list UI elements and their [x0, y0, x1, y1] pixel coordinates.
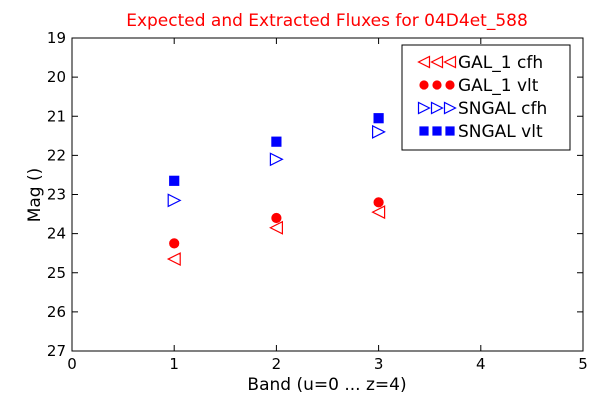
legend-label: GAL_1 cfh [458, 53, 543, 73]
data-point [169, 238, 180, 249]
data-point [269, 220, 283, 235]
data-point [373, 197, 384, 208]
legend-marker [419, 80, 429, 90]
legend-entry: SNGAL vlt [419, 122, 543, 142]
legend-entry: GAL_1 cfh [417, 53, 543, 73]
legend-marker [445, 80, 455, 90]
series-sngal-vlt [169, 113, 384, 186]
data-point [271, 136, 282, 147]
chart-title: Expected and Extracted Fluxes for 04D4et… [126, 11, 528, 31]
y-tick-label: 24 [47, 225, 66, 243]
series-gal-1-vlt [169, 197, 384, 249]
legend-marker [419, 126, 429, 136]
x-tick-label: 0 [67, 355, 77, 373]
x-tick-label: 3 [374, 355, 384, 373]
data-point [373, 113, 384, 124]
legend-label: SNGAL cfh [458, 99, 547, 119]
legend-marker [430, 101, 444, 115]
data-point [167, 193, 182, 208]
legend-marker [432, 126, 442, 136]
legend-marker [417, 101, 431, 115]
data-point [269, 152, 284, 167]
legend-marker [432, 80, 442, 90]
x-tick-label: 2 [272, 355, 282, 373]
y-tick-label: 20 [47, 68, 66, 86]
legend-label: SNGAL vlt [458, 122, 543, 142]
y-tick-label: 27 [47, 342, 66, 360]
legend-marker [443, 55, 457, 69]
x-axis-label: Band (u=0 ... z=4) [247, 375, 406, 395]
series-gal-1-cfh [166, 205, 386, 267]
y-tick-label: 23 [47, 186, 66, 204]
y-tick-label: 21 [47, 107, 66, 125]
x-tick-label: 4 [476, 355, 486, 373]
legend-label: GAL_1 vlt [458, 76, 539, 96]
legend-entry: SNGAL cfh [417, 99, 547, 119]
legend-marker [430, 55, 444, 69]
data-point [271, 212, 282, 224]
data-point [169, 175, 180, 186]
data-point [371, 205, 386, 220]
y-tick-label: 19 [47, 29, 66, 47]
legend-marker [445, 126, 455, 136]
legend-entry: GAL_1 vlt [419, 76, 539, 96]
y-tick-label: 22 [47, 146, 66, 164]
y-axis-label: Mag () [25, 168, 45, 223]
data-point [372, 124, 386, 139]
data-point [166, 252, 181, 267]
series-sngal-cfh [167, 124, 386, 208]
legend-marker [443, 101, 457, 115]
y-tick-label: 25 [47, 264, 66, 282]
x-tick-label: 1 [169, 355, 179, 373]
y-tick-label: 26 [47, 303, 66, 321]
legend-marker [417, 55, 431, 69]
x-tick-label: 5 [578, 355, 588, 373]
